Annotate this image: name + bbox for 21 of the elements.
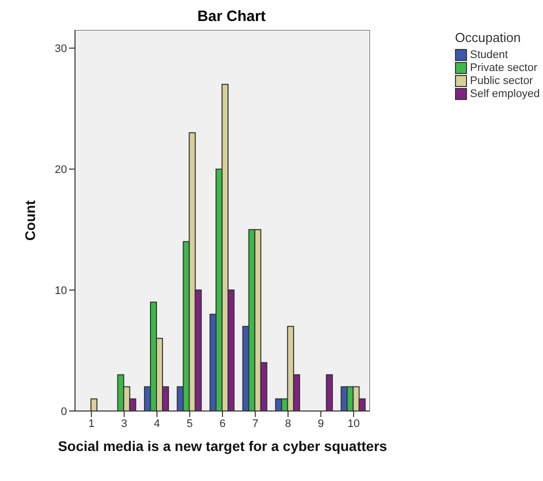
legend-label: Public sector [470,75,533,87]
x-tick-label: 1 [88,418,94,430]
x-tick-label: 4 [154,418,160,430]
y-tick-label: 20 [54,164,67,176]
x-tick-label: 6 [219,418,226,430]
y-tick-label: 0 [60,406,67,418]
x-tick-label: 5 [186,418,193,430]
y-axis-title: Count [22,200,38,241]
x-tick-label: 8 [284,418,292,430]
x-tick-label: 10 [347,418,360,430]
y-tick-label: 10 [54,284,67,297]
chart-title: Bar Chart [196,8,267,25]
legend-label: Student [470,49,508,61]
x-tick-label: 7 [252,418,258,430]
legend-label: Self employed [470,88,540,100]
x-tick-label: 3 [121,418,128,430]
x-tick-label: 9 [318,418,324,430]
legend-title: Occupation [455,30,522,45]
legend-label: Private sector [470,62,538,74]
x-axis-title: Social media is a new target for a cyber squatters [58,438,388,454]
y-tick-label: 30 [54,43,67,56]
